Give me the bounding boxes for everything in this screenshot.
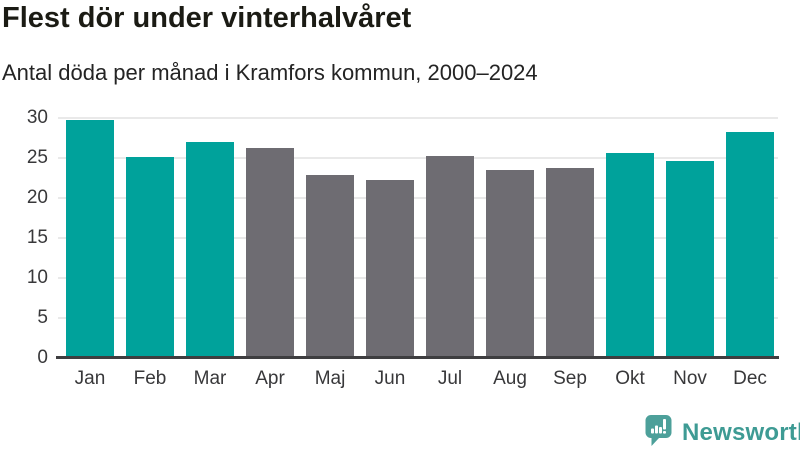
bar-okt (606, 153, 654, 358)
newsworthy-speech-bubble-bar-chart-icon (643, 413, 674, 453)
bar-sep (546, 167, 594, 358)
bar-dec (726, 132, 774, 358)
gridline-10 (58, 277, 778, 279)
bar-feb (126, 157, 174, 358)
gridline-15 (58, 237, 778, 239)
bar-jun (366, 180, 414, 358)
gridline-5 (58, 317, 778, 319)
x-label-apr: Apr (255, 368, 285, 389)
x-label-dec: Dec (733, 368, 767, 389)
bar-chart-plot-area (58, 117, 778, 358)
y-label-5: 5 (37, 307, 48, 328)
bar-mar (186, 142, 234, 358)
x-label-nov: Nov (673, 368, 707, 389)
chart-title: Flest dör under vinterhalvåret (2, 2, 412, 34)
y-label-10: 10 (26, 267, 48, 288)
x-label-jun: Jun (374, 368, 406, 389)
x-axis-line (56, 356, 779, 359)
chart-subtitle: Antal döda per månad i Kramfors kommun, … (2, 60, 538, 85)
y-label-30: 30 (26, 107, 48, 128)
bar-jan (66, 120, 114, 358)
bar-jul (426, 155, 474, 358)
y-label-15: 15 (26, 227, 48, 248)
gridline-25 (58, 157, 778, 159)
x-label-jan: Jan (74, 368, 106, 389)
y-label-25: 25 (26, 147, 48, 168)
y-label-0: 0 (37, 347, 48, 368)
x-label-jul: Jul (437, 368, 463, 389)
newsworthy-logo: Newsworthy (643, 413, 800, 453)
gridline-20 (58, 197, 778, 199)
bar-nov (666, 161, 714, 358)
x-label-aug: Aug (493, 368, 527, 389)
x-label-sep: Sep (553, 368, 587, 389)
x-label-feb: Feb (133, 368, 167, 389)
x-label-mar: Mar (193, 368, 227, 389)
gridline-30 (58, 117, 778, 119)
y-label-20: 20 (26, 187, 48, 208)
newsworthy-logo-text: Newsworthy (682, 419, 800, 446)
x-label-okt: Okt (615, 368, 645, 389)
x-label-maj: Maj (314, 368, 346, 389)
bar-maj (306, 174, 354, 358)
bar-apr (246, 147, 294, 358)
bar-aug (486, 170, 534, 358)
